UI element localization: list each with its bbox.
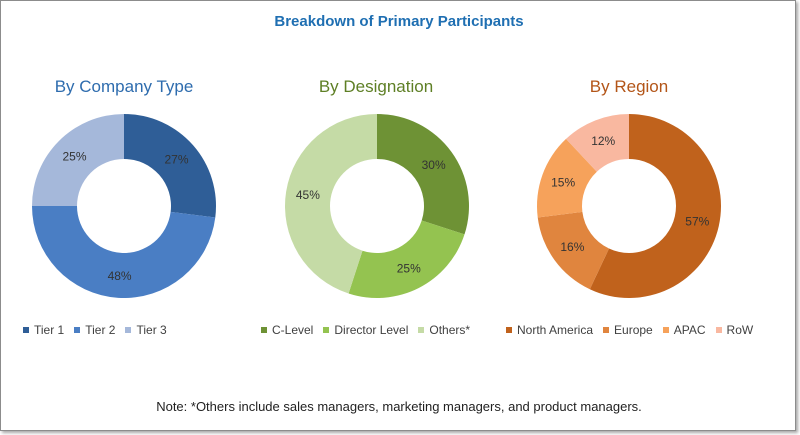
region-legend-item-row: RoW <box>715 323 754 337</box>
company-type-legend: Tier 1 Tier 2 Tier 3 <box>23 323 167 337</box>
legend-label: Europe <box>614 323 653 337</box>
designation-slice-c-level <box>377 114 469 235</box>
region-legend-item-apac: APAC <box>662 323 706 337</box>
company-slice-tier-3 <box>32 114 124 206</box>
company-legend-item-tier-1: Tier 1 <box>23 323 64 337</box>
region-slice-row <box>566 114 629 172</box>
company-label-tier-1: 27% <box>164 153 188 167</box>
region-legend: North America Europe APAC RoW <box>506 323 753 337</box>
designation-donut: 30% 25% 45% <box>285 114 469 298</box>
legend-label: North America <box>517 323 594 337</box>
company-legend-item-tier-2: Tier 2 <box>74 323 115 337</box>
legend-swatch <box>74 327 81 333</box>
region-slice-europe <box>537 211 609 290</box>
legend-swatch <box>603 327 610 333</box>
region-label-row: 12% <box>591 134 615 148</box>
legend-swatch <box>23 327 29 333</box>
region-slice-north-america <box>589 114 721 298</box>
company-slice-tier-2 <box>32 206 216 299</box>
legend-swatch <box>125 327 132 333</box>
company-type-title: By Company Type <box>54 77 194 96</box>
legend-swatch <box>323 327 330 333</box>
legend-label: APAC <box>673 323 706 337</box>
legend-swatch <box>261 327 267 333</box>
region-label-north-america: 57% <box>685 214 709 228</box>
region-slice-apac <box>537 138 597 218</box>
region-title: By Region <box>589 77 669 96</box>
main-title: Breakdown of Primary Participants <box>274 13 524 30</box>
designation-slice-director-level <box>348 220 465 298</box>
legend-label: Tier 1 <box>34 323 65 337</box>
designation-legend-item-others: Others* <box>418 323 470 337</box>
designation-legend: C-Level Director Level Others* <box>261 323 470 337</box>
company-label-tier-2: 48% <box>108 269 132 283</box>
designation-title: By Designation <box>318 77 434 96</box>
region-label-europe: 16% <box>560 240 584 254</box>
designation-legend-item-director-level: Director Level <box>323 323 408 337</box>
footnote: Note: *Others include sales managers, ma… <box>156 399 642 414</box>
designation-label-others: 45% <box>296 188 320 202</box>
legend-label: Tier 3 <box>136 323 167 337</box>
legend-swatch <box>715 327 722 333</box>
legend-label: Tier 2 <box>85 323 116 337</box>
designation-label-c-level: 30% <box>422 158 446 172</box>
legend-swatch <box>418 327 425 333</box>
legend-label: Director Level <box>334 323 409 337</box>
region-donut: 57% 16% 15% 12% <box>537 114 721 298</box>
legend-label: Others* <box>429 323 471 337</box>
designation-label-director-level: 25% <box>397 261 421 275</box>
legend-label: RoW <box>726 323 754 337</box>
region-legend-item-europe: Europe <box>603 323 653 337</box>
company-type-donut: 27% 48% 25% <box>32 114 217 299</box>
legend-swatch <box>662 327 669 333</box>
company-label-tier-3: 25% <box>62 150 86 164</box>
company-slice-tier-1 <box>124 114 217 218</box>
region-legend-item-north-america: North America <box>506 323 593 337</box>
company-legend-item-tier-3: Tier 3 <box>125 323 167 337</box>
designation-slice-others <box>285 114 377 294</box>
designation-legend-item-c-level: C-Level <box>261 323 313 337</box>
legend-swatch <box>506 327 512 333</box>
legend-label: C-Level <box>272 323 314 337</box>
region-label-apac: 15% <box>551 175 575 189</box>
